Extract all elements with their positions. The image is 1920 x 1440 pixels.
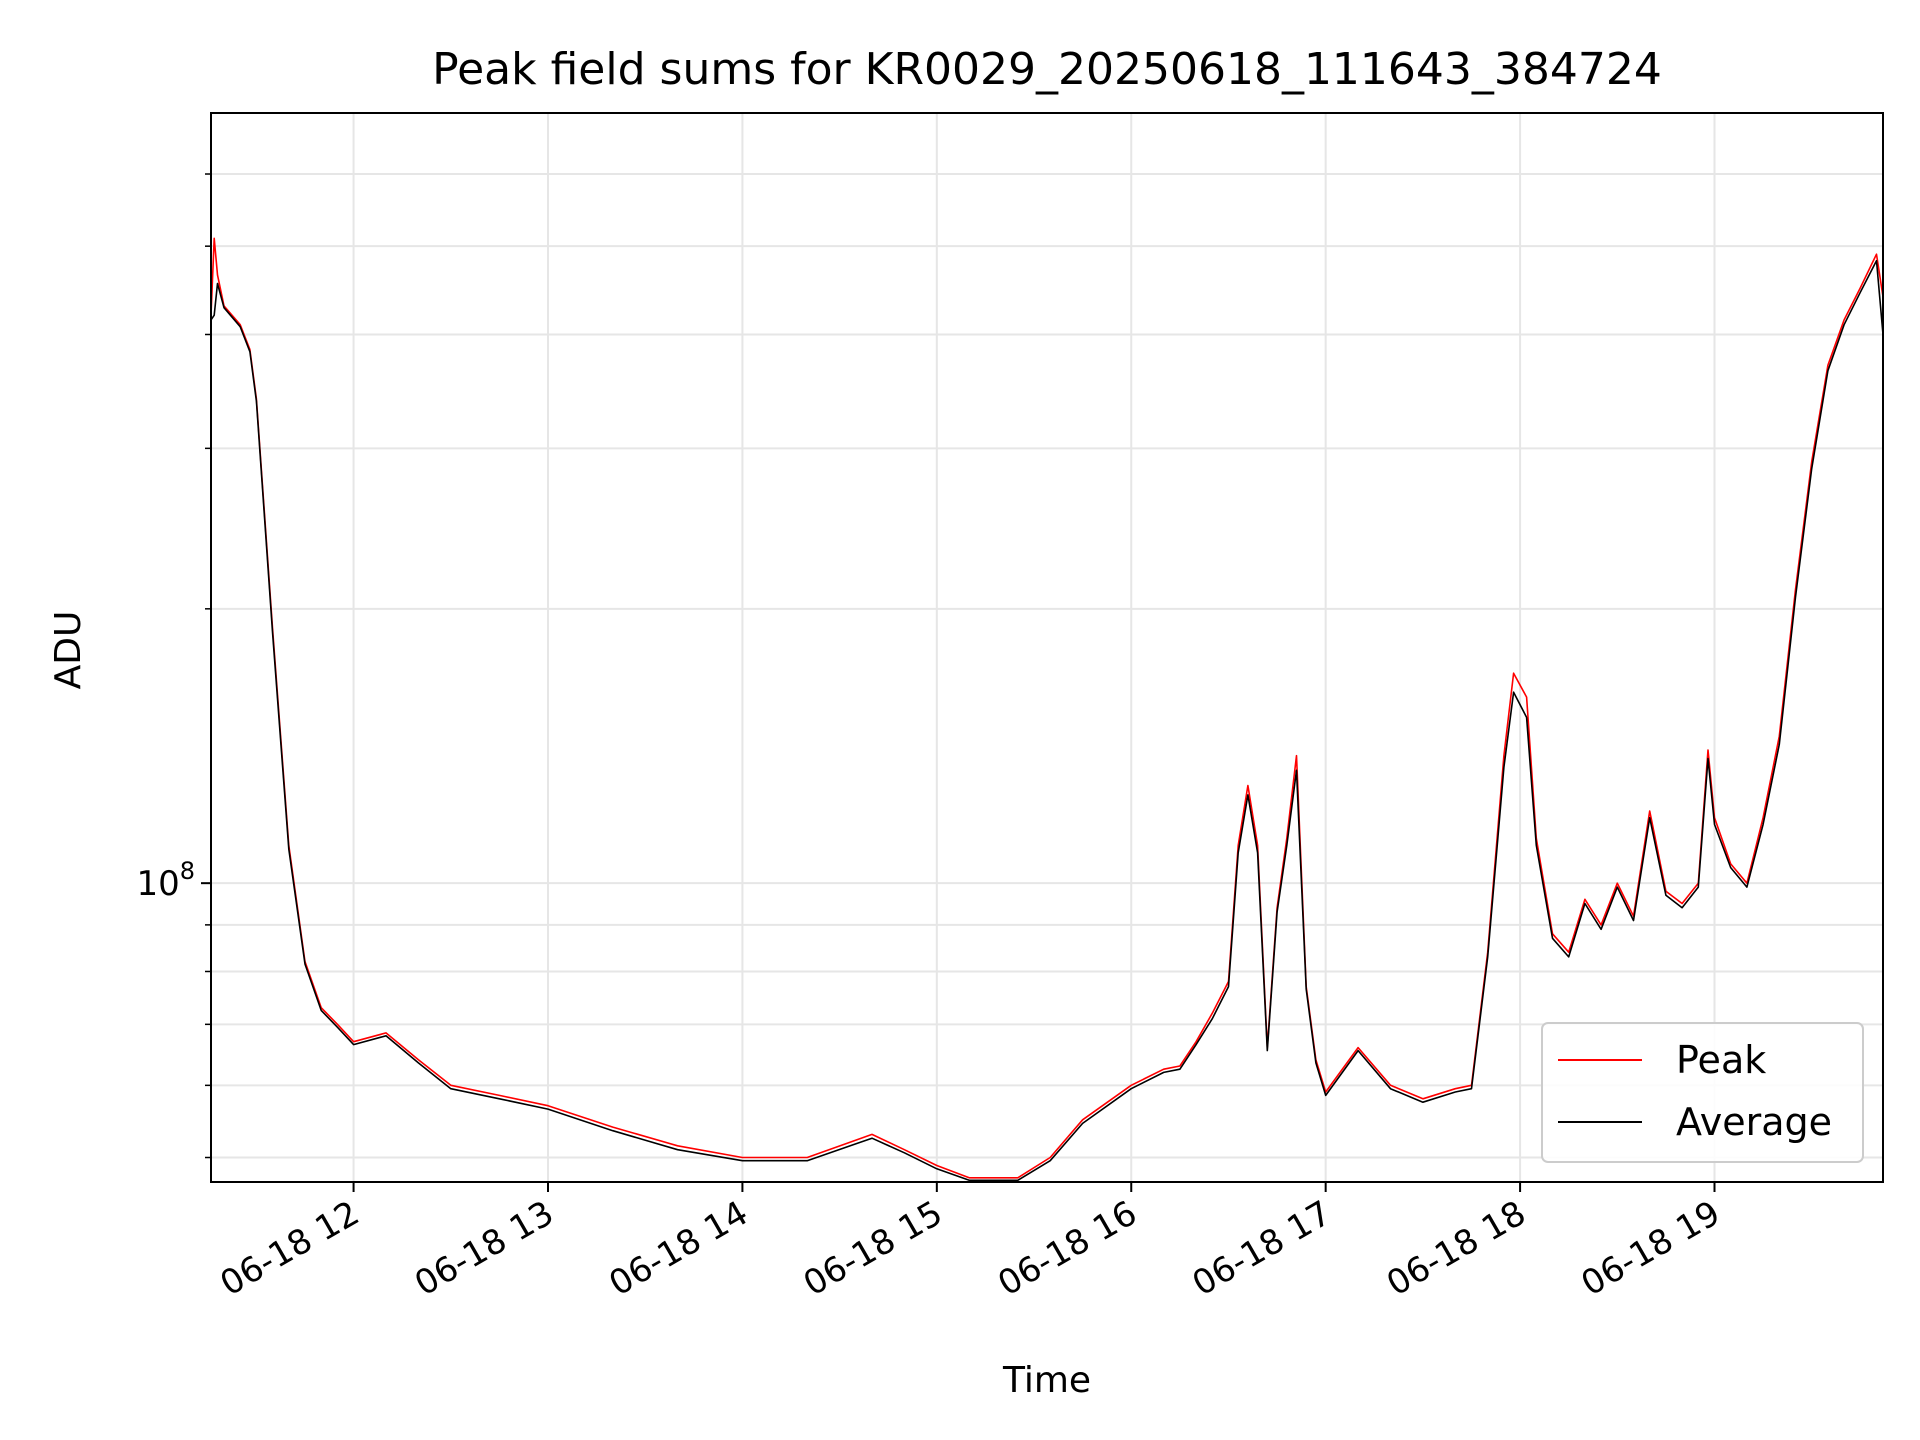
- legend: Peak Average: [1541, 1022, 1864, 1163]
- legend-label-average: Average: [1676, 1100, 1832, 1144]
- plot-area: [211, 237, 1883, 1182]
- chart-title: Peak field sums for KR0029_20250618_1116…: [432, 44, 1662, 95]
- grid: [211, 113, 1883, 1182]
- y-tick-label-exponent: 8: [180, 857, 195, 885]
- legend-box: [1541, 1022, 1864, 1163]
- series-line-average: [211, 259, 1883, 1182]
- y-axis-ticks: 108: [136, 173, 211, 1159]
- y-tick-label: 108: [136, 857, 195, 904]
- legend-label-peak: Peak: [1676, 1038, 1766, 1082]
- y-tick-label-base: 10: [136, 864, 179, 904]
- plot-frame: [210, 112, 1884, 1183]
- y-axis-label: ADU: [48, 611, 89, 690]
- series-layer: [211, 237, 1883, 1182]
- x-axis-label: Time: [1002, 1360, 1091, 1401]
